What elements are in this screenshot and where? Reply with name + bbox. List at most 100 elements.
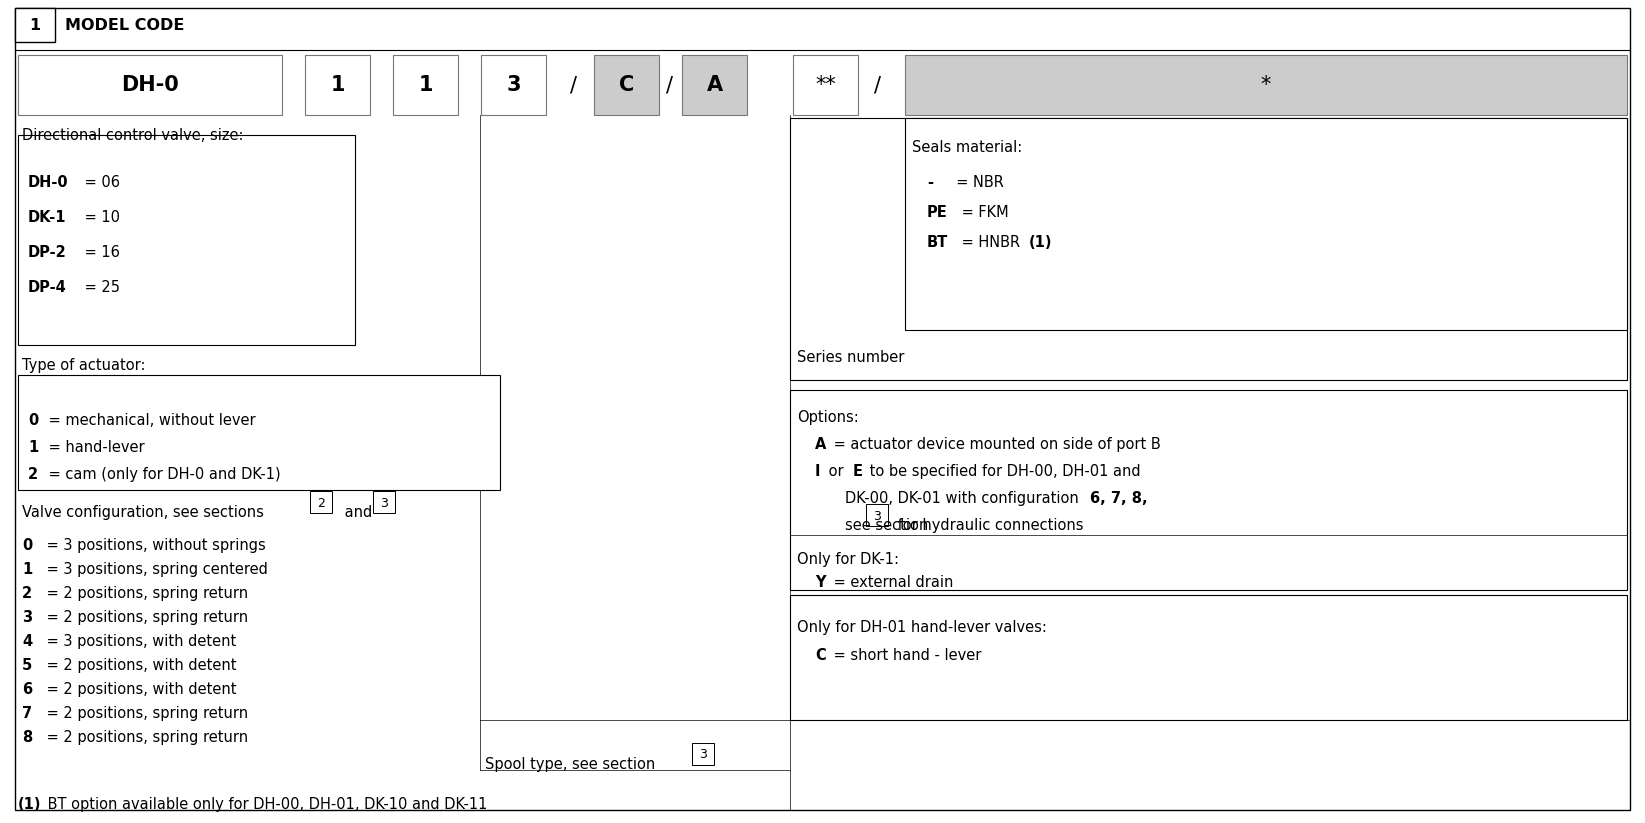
Text: (1): (1) <box>18 797 41 812</box>
Text: 4: 4 <box>21 634 33 649</box>
Text: 3: 3 <box>699 748 707 761</box>
Text: MODEL CODE: MODEL CODE <box>66 17 184 32</box>
Text: A: A <box>814 437 826 452</box>
Text: BT: BT <box>928 235 948 250</box>
Text: or: or <box>824 464 849 479</box>
Text: to be specified for DH-00, DH-01 and: to be specified for DH-00, DH-01 and <box>865 464 1140 479</box>
Text: 2: 2 <box>28 467 38 482</box>
Text: and: and <box>341 505 377 520</box>
Text: = 2 positions, spring return: = 2 positions, spring return <box>43 610 248 625</box>
Bar <box>905 118 1627 330</box>
Text: 2: 2 <box>317 496 326 509</box>
Text: *: * <box>1260 75 1272 95</box>
Text: DP-2: DP-2 <box>28 245 67 260</box>
Text: Series number: Series number <box>796 350 905 365</box>
Bar <box>18 55 281 115</box>
Text: (1): (1) <box>1030 235 1053 250</box>
Text: Options:: Options: <box>796 410 859 425</box>
Text: /: / <box>666 75 673 95</box>
Text: = 2 positions, spring return: = 2 positions, spring return <box>43 706 248 721</box>
Text: 0: 0 <box>28 413 38 428</box>
Text: = short hand - lever: = short hand - lever <box>829 648 982 663</box>
Bar <box>693 743 714 765</box>
Text: PE: PE <box>928 205 948 220</box>
Text: DK-1: DK-1 <box>28 210 66 225</box>
Text: Directional control valve, size:: Directional control valve, size: <box>21 128 243 143</box>
Text: 7: 7 <box>21 706 33 721</box>
Text: 6, 7, 8,: 6, 7, 8, <box>1091 491 1148 506</box>
Text: 0: 0 <box>21 538 33 553</box>
Bar <box>15 8 54 42</box>
Text: C: C <box>814 648 826 663</box>
Text: I: I <box>814 464 821 479</box>
Bar <box>594 55 660 115</box>
Bar <box>393 55 457 115</box>
Text: = 3 positions, with detent: = 3 positions, with detent <box>43 634 237 649</box>
Bar <box>683 55 747 115</box>
Text: DH-0: DH-0 <box>122 75 179 95</box>
Bar <box>790 595 1627 720</box>
Text: /: / <box>569 75 576 95</box>
Text: 2: 2 <box>21 586 33 601</box>
Bar <box>373 491 395 513</box>
Text: 3: 3 <box>507 75 521 95</box>
Text: = HNBR: = HNBR <box>957 235 1025 250</box>
Text: -: - <box>928 175 933 190</box>
Text: Y: Y <box>814 575 826 590</box>
Bar <box>865 504 888 526</box>
Text: E: E <box>854 464 864 479</box>
Bar <box>790 390 1627 590</box>
Text: DP-4: DP-4 <box>28 280 67 295</box>
Text: Type of actuator:: Type of actuator: <box>21 358 145 373</box>
Text: Valve configuration, see sections: Valve configuration, see sections <box>21 505 268 520</box>
Text: 5: 5 <box>21 658 33 673</box>
Text: = 2 positions, spring return: = 2 positions, spring return <box>43 730 248 745</box>
Text: = 3 positions, spring centered: = 3 positions, spring centered <box>43 562 268 577</box>
Text: = 10: = 10 <box>81 210 120 225</box>
Text: DH-0: DH-0 <box>28 175 69 190</box>
Text: = FKM: = FKM <box>957 205 1008 220</box>
Text: = 25: = 25 <box>81 280 120 295</box>
Text: = 16: = 16 <box>81 245 120 260</box>
Bar <box>480 55 546 115</box>
Text: A: A <box>706 75 722 95</box>
Bar <box>304 55 370 115</box>
Bar <box>905 55 1627 115</box>
Text: 6: 6 <box>21 682 33 697</box>
Bar <box>309 491 332 513</box>
Text: Seals material:: Seals material: <box>911 140 1022 155</box>
Text: Only for DH-01 hand-lever valves:: Only for DH-01 hand-lever valves: <box>796 620 1046 635</box>
Text: = hand-lever: = hand-lever <box>44 440 145 455</box>
Bar <box>18 135 355 345</box>
Text: 1: 1 <box>28 440 38 455</box>
Bar <box>793 55 859 115</box>
Bar <box>790 118 1627 380</box>
Text: = NBR: = NBR <box>948 175 1003 190</box>
Text: C: C <box>619 75 633 95</box>
Text: = 2 positions, spring return: = 2 positions, spring return <box>43 586 248 601</box>
Text: = 3 positions, without springs: = 3 positions, without springs <box>43 538 266 553</box>
Text: 1: 1 <box>331 75 345 95</box>
Text: BT option available only for DH-00, DH-01, DK-10 and DK-11: BT option available only for DH-00, DH-0… <box>43 797 487 812</box>
Text: = 06: = 06 <box>81 175 120 190</box>
Text: 3: 3 <box>21 610 33 625</box>
Text: for hydraulic connections: for hydraulic connections <box>893 518 1084 533</box>
Text: **: ** <box>816 75 836 95</box>
Text: = actuator device mounted on side of port B: = actuator device mounted on side of por… <box>829 437 1161 452</box>
Text: Only for DK-1:: Only for DK-1: <box>796 552 900 567</box>
Text: = external drain: = external drain <box>829 575 954 590</box>
Text: DK-00, DK-01 with configuration: DK-00, DK-01 with configuration <box>846 491 1084 506</box>
Text: 1: 1 <box>418 75 433 95</box>
Text: see section: see section <box>846 518 933 533</box>
Text: 1: 1 <box>30 17 41 32</box>
Text: Spool type, see section: Spool type, see section <box>485 757 660 772</box>
Text: 3: 3 <box>873 509 882 523</box>
Text: 1: 1 <box>21 562 33 577</box>
Text: = cam (only for DH-0 and DK-1): = cam (only for DH-0 and DK-1) <box>44 467 281 482</box>
Text: = 2 positions, with detent: = 2 positions, with detent <box>43 658 237 673</box>
Bar <box>18 375 500 490</box>
Text: /: / <box>875 75 882 95</box>
Text: = 2 positions, with detent: = 2 positions, with detent <box>43 682 237 697</box>
Text: 8: 8 <box>21 730 33 745</box>
Text: = mechanical, without lever: = mechanical, without lever <box>44 413 255 428</box>
